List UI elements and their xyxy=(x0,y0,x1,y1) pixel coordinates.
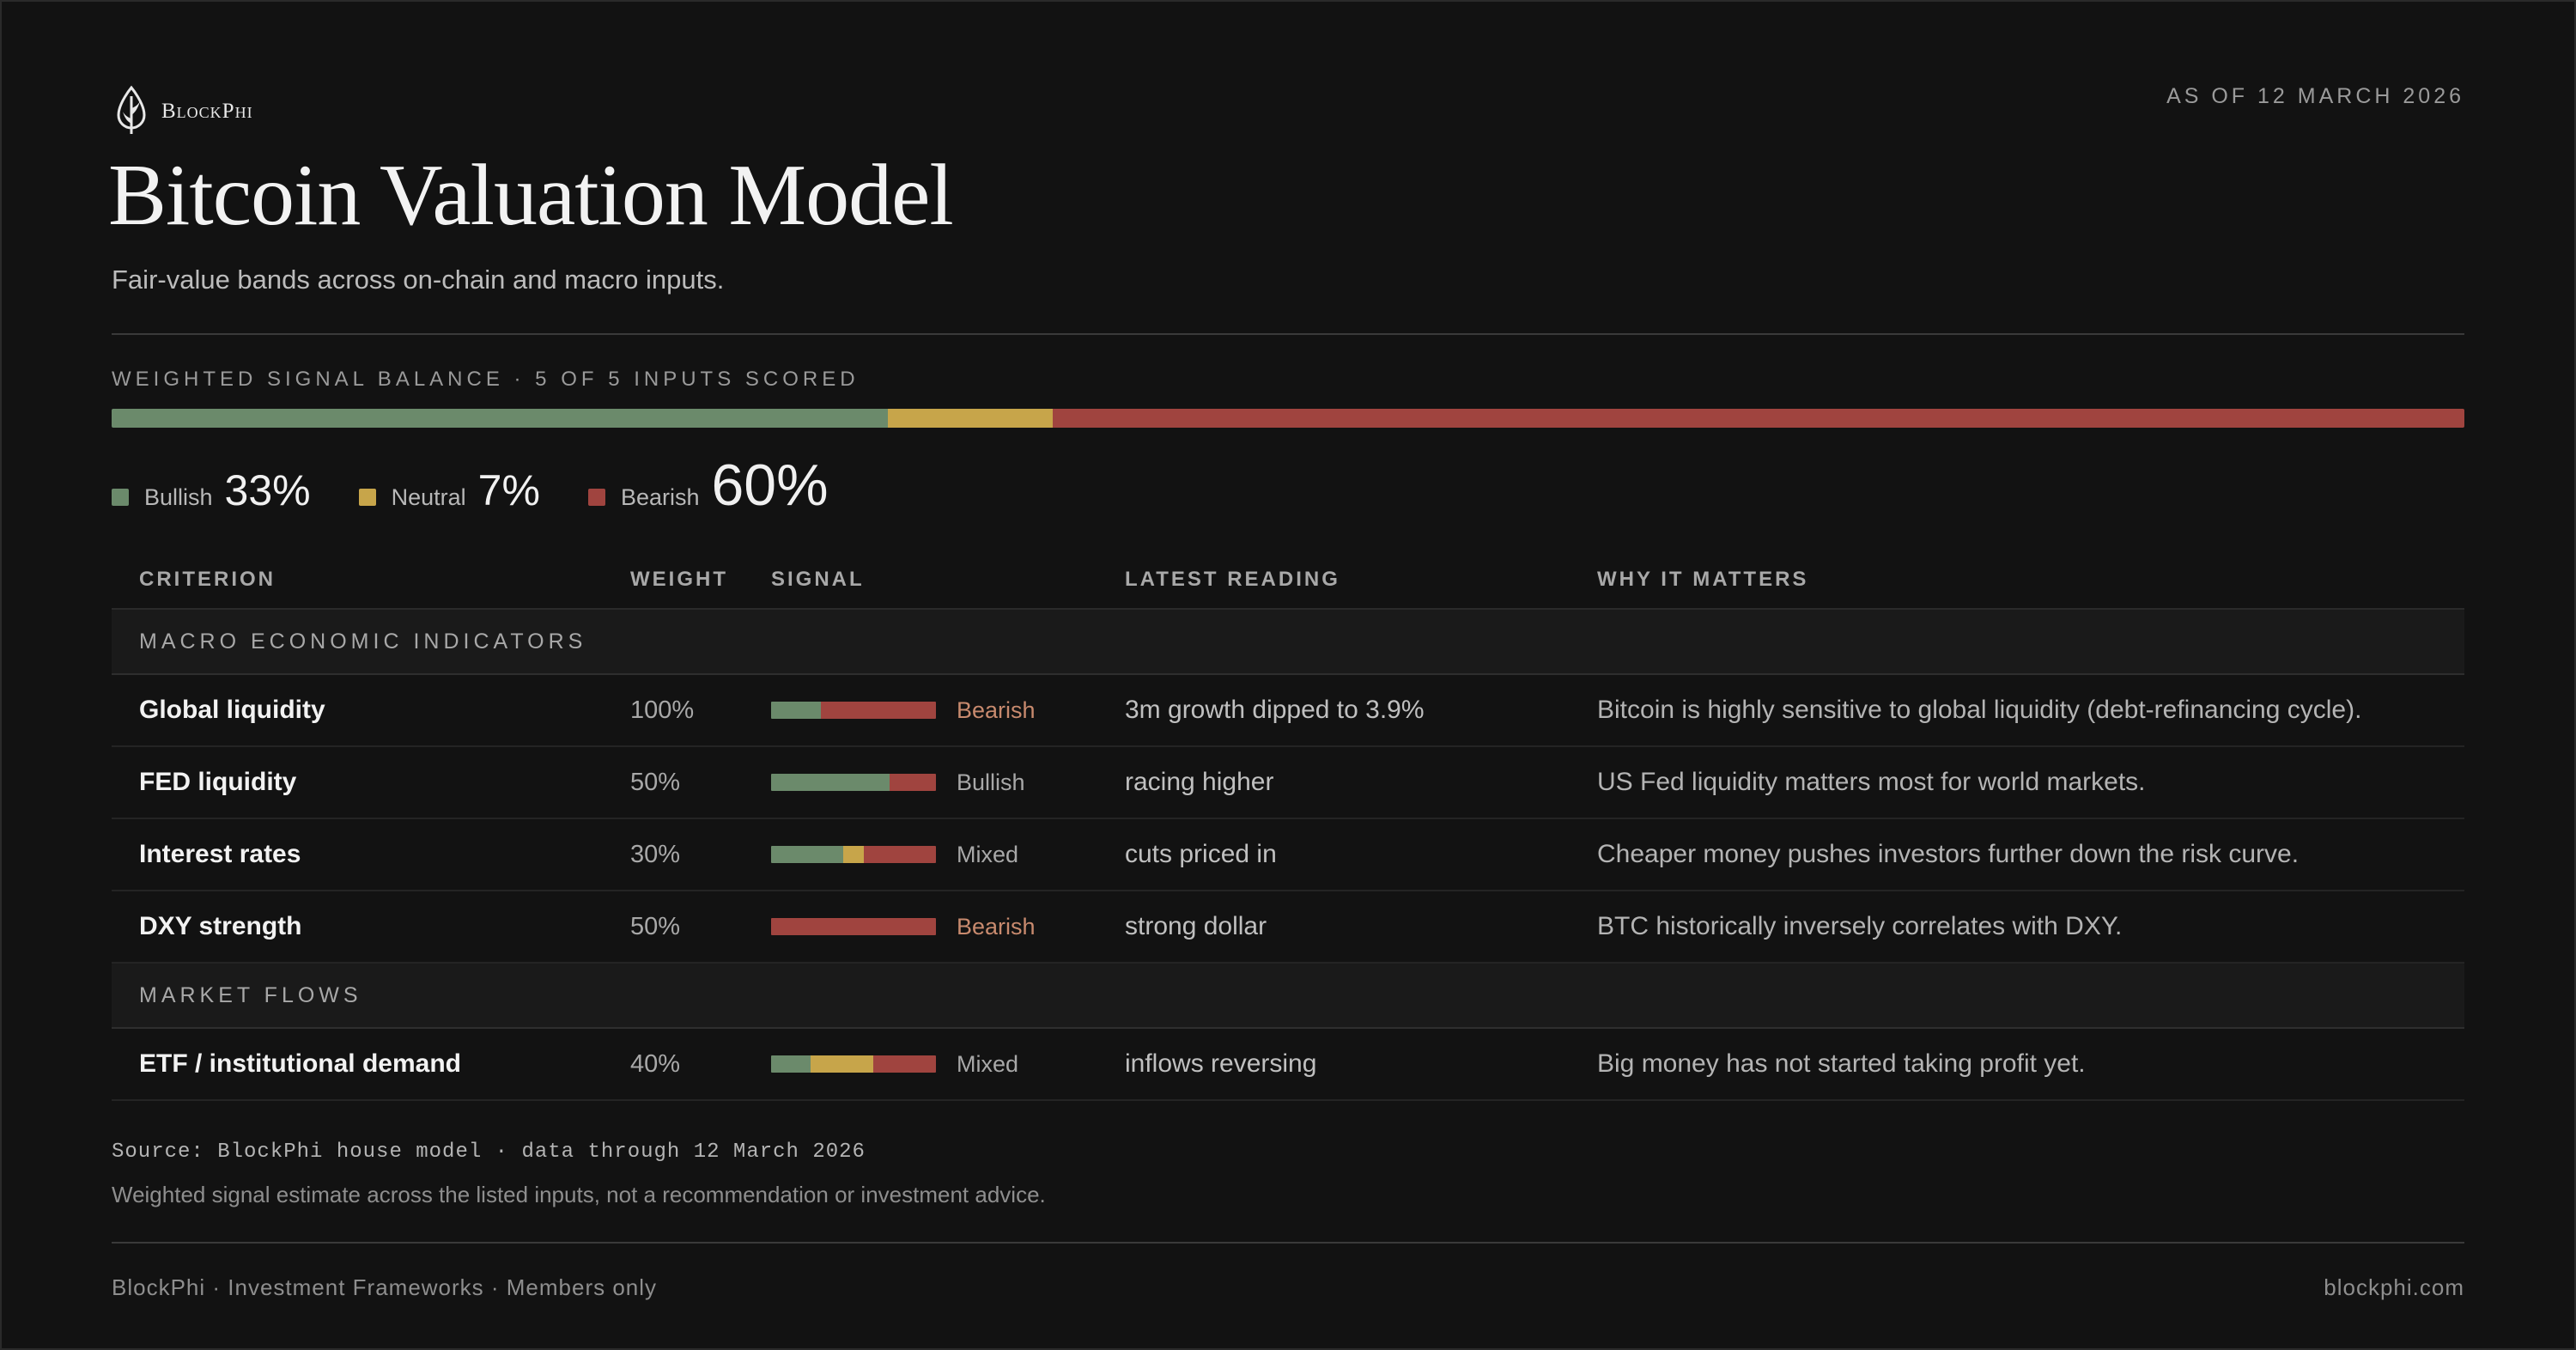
signal-mix-bar xyxy=(771,774,936,791)
signal-cell: Bullish xyxy=(771,769,1125,796)
disclaimer: Weighted signal estimate across the list… xyxy=(112,1182,1046,1207)
signal-mix-bar xyxy=(771,702,936,719)
latest-reading: racing higher xyxy=(1125,768,1274,796)
legend-bearish: Bearish 60% xyxy=(587,452,829,519)
signal-label: Mixed xyxy=(957,841,1019,867)
header-latest-reading: LATEST READING xyxy=(1125,568,1340,591)
table-row: Interest rates 30% Mixed cuts priced in … xyxy=(112,819,2464,891)
signal-cell: Mixed xyxy=(771,842,1125,868)
criterion-weight: 50% xyxy=(630,912,681,940)
latest-reading: 3m growth dipped to 3.9% xyxy=(1125,696,1425,724)
signal-balance-bar xyxy=(112,409,2464,428)
header-weight: WEIGHT xyxy=(630,568,728,591)
group-header: MARKET FLOWS xyxy=(112,964,2464,1029)
bullish-segment xyxy=(771,702,821,719)
signal-cell: Bearish xyxy=(771,697,1125,724)
signal-label: Bearish xyxy=(957,913,1036,940)
table-row: DXY strength 50% Bearish strong dollar B… xyxy=(112,891,2464,964)
group-header: MACRO ECONOMIC INDICATORS xyxy=(112,610,2464,675)
criterion-weight: 30% xyxy=(630,840,681,868)
signal-label: Bullish xyxy=(957,769,1025,795)
signal-mix-bar xyxy=(771,846,936,863)
bullish-segment xyxy=(771,846,844,863)
criterion-name: FED liquidity xyxy=(139,768,297,796)
brand-name: BlockPhi xyxy=(161,100,253,123)
table-header: CRITERION WEIGHT SIGNAL LATEST READING W… xyxy=(112,551,2464,610)
source-note: Source: BlockPhi house model · data thro… xyxy=(112,1140,866,1164)
page-title: Bitcoin Valuation Model xyxy=(108,147,954,244)
latest-reading: inflows reversing xyxy=(1125,1049,1317,1078)
neutral-segment xyxy=(843,846,864,863)
neutral-segment xyxy=(888,409,1053,428)
criteria-table: CRITERION WEIGHT SIGNAL LATEST READING W… xyxy=(112,551,2464,1101)
why-it-matters: Bitcoin is highly sensitive to global li… xyxy=(1597,696,2362,724)
signal-cell: Bearish xyxy=(771,914,1125,940)
signal-label: Mixed xyxy=(957,1050,1019,1077)
legend-bullish-label: Bullish xyxy=(144,484,213,510)
balance-label: WEIGHTED SIGNAL BALANCE · 5 OF 5 INPUTS … xyxy=(112,368,860,391)
criterion-name: Interest rates xyxy=(139,840,301,868)
bullish-segment xyxy=(771,1055,811,1073)
signal-label: Bearish xyxy=(957,696,1036,723)
brand: BlockPhi xyxy=(112,84,253,139)
footer-website-link[interactable]: blockphi.com xyxy=(2324,1274,2464,1300)
header-criterion: CRITERION xyxy=(139,568,276,591)
bearish-segment xyxy=(873,1055,936,1073)
balance-legend: Bullish 33% Neutral 7% Bearish 60% xyxy=(112,452,829,519)
bullish-swatch xyxy=(112,489,129,506)
page-subtitle: Fair-value bands across on-chain and mac… xyxy=(112,265,725,295)
header-signal: SIGNAL xyxy=(771,568,865,591)
legend-bullish-value: 33% xyxy=(224,466,311,514)
signal-cell: Mixed xyxy=(771,1051,1125,1078)
bearish-segment xyxy=(1052,409,2464,428)
criterion-weight: 40% xyxy=(630,1049,681,1078)
criterion-weight: 50% xyxy=(630,768,681,796)
bullish-segment xyxy=(771,774,890,791)
legend-bearish-value: 60% xyxy=(711,453,829,518)
as-of-date: AS OF 12 MARCH 2026 xyxy=(2166,84,2464,108)
legend-bullish: Bullish 33% xyxy=(112,465,311,515)
criterion-name: Global liquidity xyxy=(139,696,325,724)
footer-left: BlockPhi · Investment Frameworks · Membe… xyxy=(112,1274,658,1300)
criterion-name: ETF / institutional demand xyxy=(139,1049,461,1078)
bearish-segment xyxy=(820,702,936,719)
legend-bearish-label: Bearish xyxy=(620,484,700,510)
bullish-segment xyxy=(112,409,889,428)
header-why-it-matters: WHY IT MATTERS xyxy=(1597,568,1809,591)
why-it-matters: BTC historically inversely correlates wi… xyxy=(1597,912,2123,940)
latest-reading: strong dollar xyxy=(1125,912,1267,940)
criterion-name: DXY strength xyxy=(139,912,302,940)
why-it-matters: Cheaper money pushes investors further d… xyxy=(1597,840,2300,868)
table-row: Global liquidity 100% Bearish 3m growth … xyxy=(112,675,2464,747)
neutral-swatch xyxy=(358,489,376,506)
legend-neutral: Neutral 7% xyxy=(358,465,540,515)
bearish-segment xyxy=(890,774,936,791)
latest-reading: cuts priced in xyxy=(1125,840,1277,868)
why-it-matters: US Fed liquidity matters most for world … xyxy=(1597,768,2146,796)
table-row: FED liquidity 50% Bullish racing higher … xyxy=(112,747,2464,819)
signal-mix-bar xyxy=(771,1055,936,1073)
criterion-weight: 100% xyxy=(630,696,695,724)
table-row: ETF / institutional demand 40% Mixed inf… xyxy=(112,1029,2464,1101)
neutral-segment xyxy=(811,1055,874,1073)
legend-neutral-label: Neutral xyxy=(391,484,466,510)
leaf-drop-logo-icon xyxy=(117,85,146,134)
divider xyxy=(112,333,2464,335)
legend-neutral-value: 7% xyxy=(477,466,540,514)
bearish-swatch xyxy=(587,489,605,506)
signal-mix-bar xyxy=(771,918,936,935)
bearish-segment xyxy=(863,846,936,863)
divider xyxy=(112,1242,2464,1244)
why-it-matters: Big money has not started taking profit … xyxy=(1597,1049,2086,1078)
bearish-segment xyxy=(771,918,936,935)
